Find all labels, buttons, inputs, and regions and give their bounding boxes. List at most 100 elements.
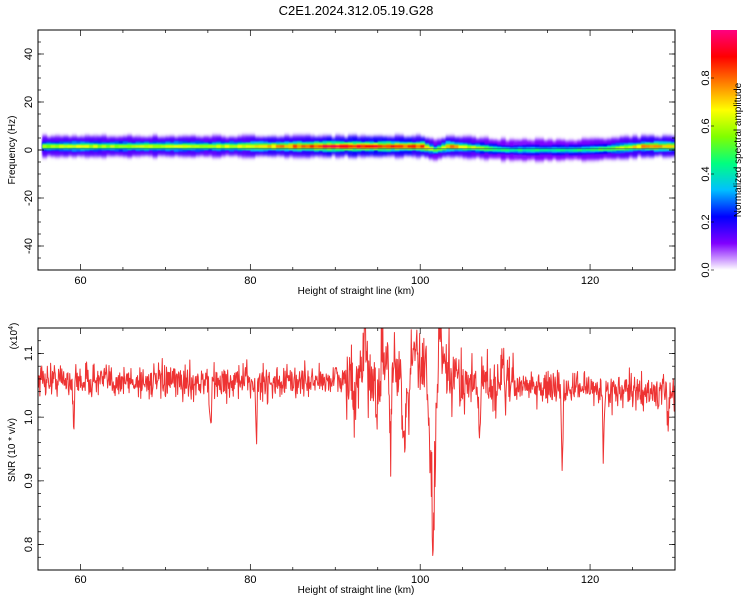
spectrogram-cell: [394, 144, 400, 148]
spectrogram-cell: [135, 145, 141, 148]
spectrogram-cell: [641, 144, 646, 149]
snr-frame: [37, 327, 676, 571]
spectrogram-cell: [356, 144, 362, 148]
spectrogram-cell: [80, 145, 86, 148]
spectrogram-cell: [509, 148, 515, 152]
spectrogram-cell: [335, 145, 341, 148]
spectrogram-cell: [67, 145, 73, 148]
spectrogram-x-tick-label: 120: [581, 275, 599, 287]
spectrogram-cell: [348, 145, 353, 148]
snr-x-label: Height of straight line (km): [298, 585, 415, 596]
spectrogram-cell: [292, 144, 298, 149]
spectrogram-cell: [105, 145, 111, 148]
spectrogram-cell: [161, 145, 166, 148]
spectrogram-cell: [297, 144, 302, 148]
spectrogram-cell: [195, 145, 200, 148]
spectrogram-y-tick-label: -20: [23, 190, 35, 206]
spectrogram-cell: [42, 144, 48, 149]
spectrogram-cell: [182, 144, 188, 148]
spectrogram-cell: [551, 148, 557, 152]
spectrogram-cell: [144, 144, 150, 149]
spectrogram-cell: [645, 144, 651, 148]
spectrogram-cell: [496, 148, 502, 151]
snr-series-line: [38, 328, 675, 556]
colorbar-tick-label: 0.6: [700, 118, 712, 133]
spectrogram-cell: [653, 144, 659, 148]
spectrogram-cell: [594, 147, 600, 151]
spectrogram-cell: [564, 148, 570, 152]
spectrogram-cell: [50, 144, 56, 148]
spectrogram-y-tick-label: -40: [23, 238, 35, 254]
spectrogram-cell: [403, 144, 409, 149]
spectrogram-cell: [63, 144, 69, 148]
spectrogram-cell: [275, 144, 281, 148]
spectrogram-y-label: Frequency (Hz): [7, 116, 18, 185]
spectrogram-cell: [88, 144, 94, 148]
spectrogram-x-tick-label: 60: [74, 275, 86, 287]
spectrogram-cell: [449, 145, 455, 149]
spectrogram-cell: [207, 144, 213, 148]
spectrogram-cell: [203, 145, 209, 148]
spectrogram-cell: [254, 145, 260, 148]
spectrogram-cell: [615, 146, 621, 150]
spectrogram-cell: [169, 145, 175, 148]
colorbar-tick-label: 0.0: [700, 262, 712, 277]
spectrogram-cell: [326, 145, 332, 148]
snr-plot-area: [38, 328, 675, 570]
spectrogram-cell: [530, 148, 536, 152]
snr-scale-label: (x104): [8, 323, 20, 350]
spectrogram-cell: [343, 144, 349, 149]
spectrogram-cell: [513, 148, 519, 152]
snr-y-tick-label: 0.9: [23, 473, 35, 488]
snr-y-axis: 0.8 0.9 1.0 1.1: [23, 340, 675, 558]
spectrogram-cell: [54, 144, 60, 148]
spectrogram-cell: [454, 145, 460, 149]
spectrogram-cell: [364, 145, 370, 148]
spectrogram-cell: [432, 148, 438, 152]
spectrogram-cell: [441, 146, 447, 150]
spectrogram-cell: [110, 144, 116, 148]
spectrogram-cell: [229, 145, 234, 148]
spectrogram-y-tick-label: 20: [23, 96, 35, 108]
spectrogram-y-axis: -40 -20 0 20 40: [23, 29, 675, 271]
spectrogram-cell: [360, 144, 366, 149]
spectrogram-x-tick-label: 100: [411, 275, 429, 287]
snr-x-tick-label: 120: [581, 574, 599, 586]
spectrogram-cell: [212, 145, 217, 148]
spectrogram-cell: [636, 145, 642, 149]
spectrogram-cell: [585, 148, 591, 151]
spectrogram-x-label: Height of straight line (km): [298, 286, 415, 297]
spectrogram-cell: [186, 145, 192, 148]
colorbar-tick-label: 0.2: [700, 214, 712, 229]
spectrogram-cell: [445, 145, 451, 148]
spectrogram-cell: [178, 144, 183, 148]
spectrogram-cell: [46, 144, 52, 148]
spectrogram-cell: [556, 148, 561, 152]
spectrogram-cell: [97, 145, 103, 148]
snr-x-tick-label: 60: [74, 574, 86, 586]
spectrogram-cell: [131, 144, 137, 148]
spectrogram-cell: [462, 145, 468, 149]
spectrogram-cell: [658, 145, 663, 148]
spectrogram-cell: [415, 144, 421, 148]
spectrogram-cell: [407, 145, 413, 148]
spectrogram-cell: [114, 144, 120, 148]
spectrogram-cell: [280, 145, 285, 148]
spectrogram-x-tick-label: 80: [244, 275, 256, 287]
spectrogram-cell: [539, 148, 544, 152]
spectrogram-cell: [263, 144, 268, 148]
spectrogram-cell: [93, 144, 99, 148]
spectrogram-cell: [59, 144, 65, 149]
spectrogram-cell: [233, 145, 239, 148]
spectrogram-cell: [127, 145, 133, 148]
spectrogram-cell: [424, 146, 430, 150]
spectrogram-cell: [258, 144, 264, 148]
spectrogram-cell: [267, 145, 273, 148]
spectrogram-cell: [173, 145, 179, 148]
spectrogram-cell: [381, 145, 387, 148]
spectrogram-cell: [628, 145, 634, 149]
spectrogram-cell: [560, 148, 566, 152]
spectrogram-cell: [666, 144, 672, 148]
spectrogram-cell: [220, 144, 226, 148]
spectrogram-cell: [390, 145, 396, 148]
